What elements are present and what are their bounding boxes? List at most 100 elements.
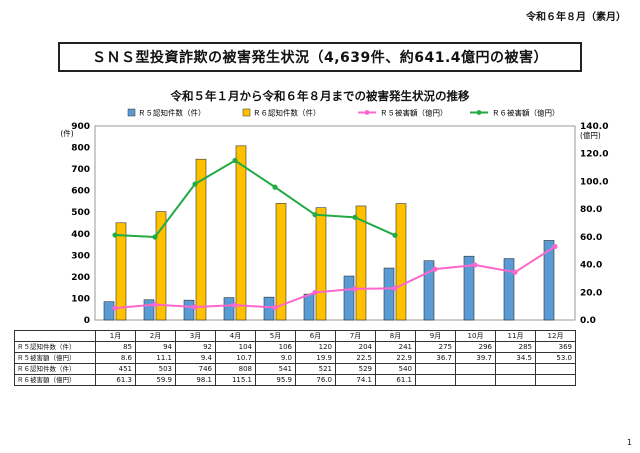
r5-damage-point <box>192 304 198 310</box>
table-month-header: 1月 <box>95 330 136 342</box>
table-month-header: 12月 <box>535 330 576 342</box>
r6-count-bar <box>275 203 287 321</box>
table-month-header: 6月 <box>295 330 336 342</box>
table-row-label: Ｒ５被害額（億円） <box>14 352 96 364</box>
r5-damage-point <box>152 302 158 308</box>
table-cell <box>415 363 456 375</box>
r6-damage-point <box>272 184 278 190</box>
main-title: ＳＮＳ型投資詐欺の被害発生状況（4,639件、約641.4億円の被害） <box>58 42 582 72</box>
y-right-tick-label: 0.0 <box>580 316 596 326</box>
table-cell: 451 <box>95 363 136 375</box>
table-cell: 746 <box>175 363 216 375</box>
table-month-header: 11月 <box>495 330 536 342</box>
table-cell: 9.0 <box>255 352 296 364</box>
r6-damage-point <box>192 181 198 187</box>
table-cell: 53.0 <box>535 352 576 364</box>
r5-count-bar <box>503 258 515 321</box>
r5-damage-line <box>114 245 556 310</box>
table-cell <box>455 374 496 386</box>
table-month-header: 8月 <box>375 330 416 342</box>
r6-count-bar <box>155 211 167 321</box>
table-cell <box>415 374 456 386</box>
r6-damage-point <box>312 212 318 218</box>
table-row: Ｒ５認知件数（件） 85 94 92 104 106 120 204 241 275 296 285 3… <box>14 341 576 353</box>
r5-damage-point <box>112 305 118 311</box>
legend-r6-count-swatch <box>242 108 251 117</box>
table-cell: 19.9 <box>295 352 336 364</box>
table-cell <box>495 374 536 386</box>
r5-damage-point <box>312 289 318 296</box>
table-cell <box>495 363 536 375</box>
table-cell: 34.5 <box>495 352 536 364</box>
r5-count-bar <box>543 240 555 321</box>
r5-count-bar <box>143 299 155 321</box>
table-row-label: Ｒ６被害額（億円） <box>14 374 96 386</box>
report-date: 令和６年８月（素月） <box>526 12 626 23</box>
table-cell: 36.7 <box>415 352 456 364</box>
r6-count-bar <box>195 158 207 321</box>
r5-damage-point <box>352 286 358 292</box>
y-left-tick-label: 800 <box>71 144 90 154</box>
y-left-tick-label: 400 <box>71 230 90 240</box>
table-month-header: 5月 <box>255 330 296 342</box>
y-left-tick-label: 0 <box>84 316 90 326</box>
r5-count-bar <box>303 293 315 321</box>
table-cell: 204 <box>335 341 376 353</box>
y-right-tick-label: 80.0 <box>580 205 602 215</box>
legend-r6-damage-swatch-point <box>476 110 482 115</box>
table-cell <box>535 374 576 386</box>
y-left-tick-label: 100 <box>71 294 90 304</box>
y-right-tick-label: 60.0 <box>580 233 602 243</box>
table-cell: 540 <box>375 363 416 375</box>
table-cell: 98.1 <box>175 374 216 386</box>
r6-damage-point <box>392 232 398 238</box>
r6-count-bar <box>395 203 407 321</box>
chart-subtitle: 令和５年１月から令和６年８月までの被害発生状況の推移 <box>170 89 470 103</box>
combo-chart: 0 100 200 300 400 500 600 700 800 900(件) 0.0 20.0 40… <box>60 108 608 327</box>
y-left-tick-label: 900 <box>71 122 90 132</box>
table-header-row: 1月 2月 3月 4月 5月 6月 7月 8月 9月 10月 11月 12月 <box>14 330 576 342</box>
r6-damage-point <box>352 214 358 220</box>
table-row: Ｒ５被害額（億円） 8.6 11.1 9.4 10.7 9.0 19.9 22.5 22.9 36… <box>14 352 576 364</box>
table-cell: 95.9 <box>255 374 296 386</box>
r6-count-bar <box>235 145 247 321</box>
table-cell: 369 <box>535 341 576 353</box>
table-corner <box>14 330 96 342</box>
y-right-unit: (億円) <box>580 130 601 140</box>
table-cell: 115.1 <box>215 374 256 386</box>
y-right-tick-label: 20.0 <box>580 288 602 298</box>
r5-count-bar <box>183 299 195 321</box>
legend-r5-count-swatch <box>127 108 136 117</box>
table-cell: 11.1 <box>135 352 176 364</box>
table-cell: 61.3 <box>95 374 136 386</box>
legend-r6-count-label: Ｒ６認知件数（件） <box>253 108 321 118</box>
table-cell: 59.9 <box>135 374 176 386</box>
r6-damage-point <box>112 232 118 238</box>
y-left-tick-label: 700 <box>71 165 90 175</box>
r6-count-bar <box>315 207 327 321</box>
r5-damage-point <box>472 262 478 268</box>
r5-count-bar <box>263 296 275 321</box>
y-right-tick-label: 40.0 <box>580 261 602 271</box>
table-cell: 275 <box>415 341 456 353</box>
r5-damage-point <box>232 302 238 308</box>
table-cell <box>535 363 576 375</box>
table-cell: 104 <box>215 341 256 353</box>
r5-count-bar <box>423 260 435 321</box>
table-row: Ｒ６被害額（億円） 61.3 59.9 98.1 115.1 95.9 76.0 74.1 61… <box>14 374 576 386</box>
r6-count-bar <box>355 205 367 321</box>
table-row-label: Ｒ５認知件数（件） <box>14 341 96 353</box>
table-cell: 61.1 <box>375 374 416 386</box>
r5-damage-point <box>272 304 278 311</box>
table-cell: 503 <box>135 363 176 375</box>
table-cell: 529 <box>335 363 376 375</box>
r6-damage-line <box>114 159 396 239</box>
y-left-tick-label: 600 <box>71 187 90 197</box>
table-cell: 76.0 <box>295 374 336 386</box>
table-cell: 22.5 <box>335 352 376 364</box>
table-cell <box>455 363 496 375</box>
y-left-unit: (件) <box>60 128 73 138</box>
table-month-header: 3月 <box>175 330 216 342</box>
table-month-header: 10月 <box>455 330 496 342</box>
table-month-header: 9月 <box>415 330 456 342</box>
